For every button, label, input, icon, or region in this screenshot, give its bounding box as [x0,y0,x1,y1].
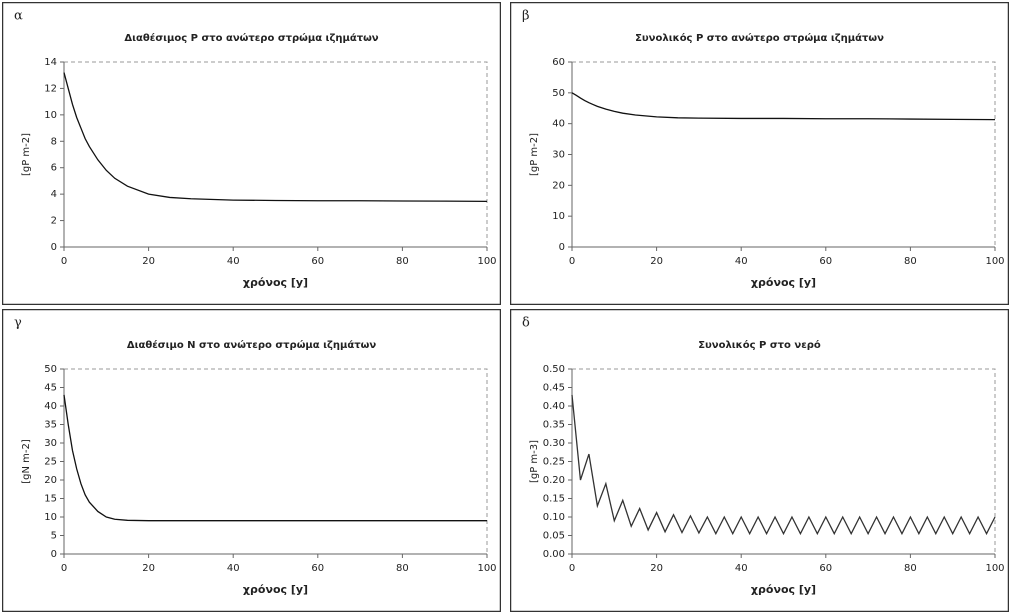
y-tick-label: 20 [552,180,565,191]
panel-border [2,309,501,612]
plot-frame [571,61,996,248]
x-tick-label: 100 [985,256,1004,267]
x-tick-label: 80 [904,256,917,267]
y-tick-label: 8 [51,136,57,147]
y-tick-label: 2 [51,216,57,227]
y-tick-label: 0.05 [543,531,565,542]
panel-border [510,309,1009,612]
y-tick-label: 0.20 [543,475,565,486]
x-tick-label: 80 [396,563,409,574]
chart-title: Διαθέσιμος P στο ανώτερο στρώμα ιζημάτων [124,32,378,44]
x-tick-label: 0 [569,256,575,267]
panel-border [2,2,501,305]
y-tick-label: 0.25 [543,457,565,468]
x-tick-label: 0 [61,563,67,574]
y-tick-label: 0.10 [543,512,565,523]
y-tick-label: 35 [44,420,57,431]
y-tick-label: 60 [552,57,565,68]
y-tick-label: 50 [44,364,57,375]
y-tick-label: 6 [51,163,57,174]
panel-border [510,2,1009,305]
x-tick-label: 20 [142,256,155,267]
chart-title: Συνολικός P στο νερό [698,339,821,351]
x-tick-label: 60 [819,256,832,267]
x-tick-label: 60 [819,563,832,574]
x-tick-label: 80 [396,256,409,267]
y-axis-label: [gP m-3] [529,440,540,483]
y-tick-label: 25 [44,457,57,468]
y-axis-label: [gP m-2] [529,133,540,176]
chart-panel: δ Συνολικός P στο νερό 0.00 0.05 0.10 0.15 0.2… [510,309,1009,612]
y-tick-label: 0.00 [543,549,565,560]
panel-label: δ [522,316,530,331]
x-axis-label: χρόνος [y] [243,276,308,289]
x-axis-label: χρόνος [y] [751,276,816,289]
data-line [63,72,488,203]
chart-panel: β Συνολικός P στο ανώτερο στρώμα ιζημάτων… [510,2,1009,305]
y-tick-label: 10 [44,512,57,523]
chart-title: Συνολικός P στο ανώτερο στρώμα ιζημάτων [635,32,884,44]
x-tick-label: 20 [142,563,155,574]
chart-panel: γ Διαθέσιμο N στο ανώτερο στρώμα ιζημάτων… [2,309,501,612]
chart-title: Διαθέσιμο N στο ανώτερο στρώμα ιζημάτων [127,339,376,351]
y-tick-label: 0 [559,242,565,253]
y-tick-label: 0 [51,549,57,560]
y-tick-label: 0.50 [543,364,565,375]
data-line [63,394,487,522]
plot-frame [63,61,488,248]
y-tick-label: 50 [552,88,565,99]
x-tick-label: 0 [569,563,575,574]
x-tick-label: 100 [477,563,496,574]
chart-panel: α Διαθέσιμος P στο ανώτερο στρώμα ιζημάτω… [2,2,501,305]
y-tick-label: 14 [44,57,57,68]
data-line [571,394,996,536]
x-tick-label: 40 [735,563,748,574]
y-tick-label: 30 [44,438,57,449]
y-axis-label: [gN m-2] [21,439,32,484]
y-tick-label: 0.45 [543,383,565,394]
y-tick-label: 45 [44,383,57,394]
y-tick-label: 40 [44,401,57,412]
x-tick-label: 20 [650,256,663,267]
x-tick-label: 20 [650,563,663,574]
x-tick-label: 0 [61,256,67,267]
x-tick-label: 80 [904,563,917,574]
y-tick-label: 0.15 [543,494,565,505]
panel-label: β [522,9,530,24]
x-tick-label: 100 [477,256,496,267]
x-tick-label: 60 [311,563,324,574]
plot-frame [63,368,488,555]
y-axis-label: [gP m-2] [21,133,32,176]
y-tick-label: 4 [51,189,57,200]
data-line [571,92,996,121]
y-tick-label: 10 [44,110,57,121]
y-tick-label: 15 [44,494,57,505]
y-tick-label: 0 [51,242,57,253]
x-tick-label: 100 [985,563,1004,574]
y-tick-label: 0.40 [543,401,565,412]
x-tick-label: 40 [735,256,748,267]
y-tick-label: 12 [44,83,57,94]
x-tick-label: 60 [311,256,324,267]
x-axis-label: χρόνος [y] [243,583,308,596]
y-tick-label: 30 [552,150,565,161]
panel-label: γ [14,316,22,331]
x-tick-label: 40 [227,256,240,267]
y-tick-label: 10 [552,211,565,222]
y-tick-label: 0.35 [543,420,565,431]
y-tick-label: 5 [51,531,57,542]
x-tick-label: 40 [227,563,240,574]
y-tick-label: 40 [552,119,565,130]
x-axis-label: χρόνος [y] [751,583,816,596]
y-tick-label: 0.30 [543,438,565,449]
y-tick-label: 20 [44,475,57,486]
panel-label: α [14,9,23,24]
